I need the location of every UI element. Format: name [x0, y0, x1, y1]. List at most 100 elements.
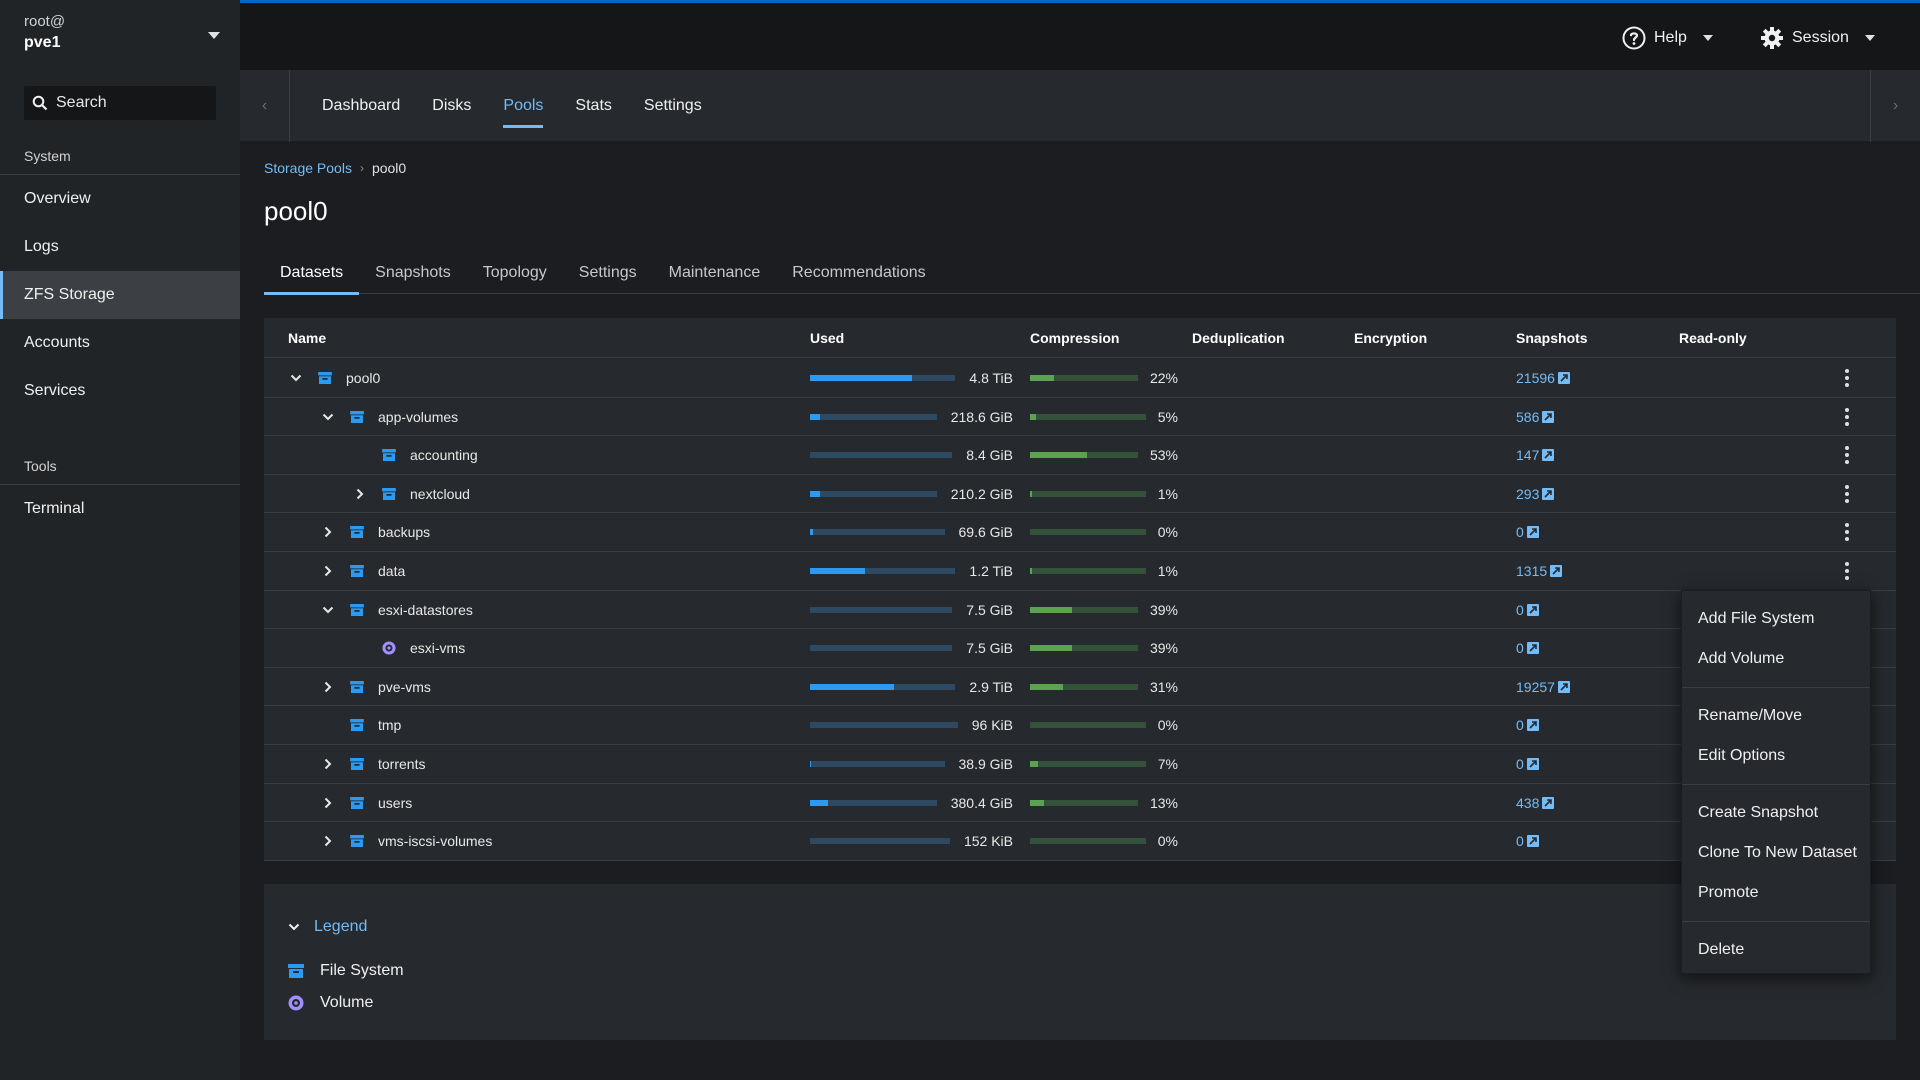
kebab-dot	[1845, 491, 1849, 496]
chevron-right-icon[interactable]	[320, 795, 336, 811]
scroll-right-button[interactable]: ›	[1870, 70, 1920, 142]
legend-toggle[interactable]: Legend	[288, 918, 367, 936]
sidebar-item-overview[interactable]: Overview	[24, 190, 91, 207]
table-row[interactable]: esxi-datastores 7.5 GiB 39% 0	[264, 591, 1896, 630]
table-row[interactable]: vms-iscsi-volumes 152 KiB 0% 0	[264, 822, 1896, 861]
snapshots-link[interactable]: 0	[1516, 602, 1539, 618]
chevron-right-icon[interactable]	[320, 679, 336, 695]
help-menu-button[interactable]: Help	[1622, 23, 1713, 53]
tab-maintenance[interactable]: Maintenance	[668, 264, 761, 281]
kebab-menu-icon[interactable]	[1844, 446, 1850, 465]
menu-item-clone-to-new-dataset[interactable]: Clone To New Dataset	[1698, 844, 1857, 861]
table-row[interactable]: esxi-vms 7.5 GiB 39% 0	[264, 629, 1896, 668]
snapshots-link[interactable]: 0	[1516, 717, 1539, 733]
name-cell: data	[320, 552, 405, 590]
search-input[interactable]: Search	[24, 86, 216, 120]
column-header-deduplication[interactable]: Deduplication	[1192, 330, 1285, 346]
table-row[interactable]: nextcloud 210.2 GiB 1% 293	[264, 475, 1896, 514]
snapshots-link[interactable]: 21596	[1516, 370, 1570, 386]
kebab-menu-icon[interactable]	[1844, 523, 1850, 542]
search-icon	[32, 95, 48, 111]
snapshots-link[interactable]: 0	[1516, 833, 1539, 849]
snapshots-link[interactable]: 0	[1516, 756, 1539, 772]
table-row[interactable]: tmp 96 KiB 0% 0	[264, 706, 1896, 745]
table-row[interactable]: backups 69.6 GiB 0% 0	[264, 513, 1896, 552]
tab-pools[interactable]: Pools	[487, 70, 559, 142]
tab-datasets[interactable]: Datasets	[264, 256, 360, 295]
chevron-down-icon[interactable]	[320, 602, 336, 618]
kebab-menu-icon[interactable]	[1844, 369, 1850, 387]
tab-dashboard[interactable]: Dashboard	[322, 97, 401, 114]
sidebar-item-zfs-storage[interactable]: ZFS Storage	[0, 271, 240, 319]
tab-settings[interactable]: Settings	[643, 97, 702, 114]
menu-item-edit-options[interactable]: Edit Options	[1698, 747, 1786, 764]
tab-topology[interactable]: Topology	[482, 264, 547, 281]
name-cell: users	[320, 784, 412, 822]
tab-pool-settings[interactable]: Settings	[578, 264, 637, 281]
menu-item-add-volume[interactable]: Add Volume	[1698, 650, 1785, 667]
chevron-right-icon[interactable]	[320, 756, 336, 772]
chevron-right-icon[interactable]	[320, 524, 336, 540]
column-header-compression[interactable]: Compression	[1030, 330, 1120, 346]
sidebar-item-logs[interactable]: Logs	[24, 238, 59, 255]
chevron-right-icon[interactable]	[352, 486, 368, 502]
menu-item-rename-move[interactable]: Rename/Move	[1698, 707, 1803, 724]
menu-item-create-snapshot[interactable]: Create Snapshot	[1698, 804, 1819, 821]
menu-item-promote[interactable]: Promote	[1698, 884, 1759, 901]
table-row[interactable]: app-volumes 218.6 GiB 5% 586	[264, 398, 1896, 437]
snapshots-link[interactable]: 147	[1516, 447, 1555, 463]
compression-value: 5%	[1157, 408, 1178, 425]
chevron-down-icon[interactable]	[320, 409, 336, 425]
tab-recommendations[interactable]: Recommendations	[792, 264, 926, 281]
snapshots-link[interactable]: 19257	[1516, 679, 1570, 695]
name-cell: vms-iscsi-volumes	[320, 822, 492, 860]
tab-snapshots[interactable]: Snapshots	[375, 264, 451, 281]
compression-bar	[1030, 375, 1138, 381]
external-link-icon	[1526, 526, 1539, 539]
snapshots-link[interactable]: 0	[1516, 524, 1539, 540]
table-row[interactable]: pve-vms 2.9 TiB 31% 19257	[264, 668, 1896, 707]
tab-disks[interactable]: Disks	[432, 97, 472, 114]
table-row[interactable]: users 380.4 GiB 13% 438	[264, 784, 1896, 823]
menu-item-delete[interactable]: Delete	[1698, 941, 1745, 958]
chevron-down-icon[interactable]	[288, 370, 304, 386]
column-header-name[interactable]: Name	[288, 330, 327, 346]
table-row[interactable]: torrents 38.9 GiB 7% 0	[264, 745, 1896, 784]
compression-bar	[1030, 568, 1146, 574]
chevron-right-icon[interactable]	[320, 833, 336, 849]
used-bar	[810, 568, 956, 574]
snapshots-link[interactable]: 0	[1516, 640, 1539, 656]
menu-item-add-file-system[interactable]: Add File System	[1698, 610, 1815, 627]
breadcrumb-link-storage-pools[interactable]: Storage Pools	[264, 160, 352, 176]
table-row[interactable]: accounting 8.4 GiB 53% 147	[264, 436, 1896, 475]
used-bar-fill	[810, 568, 866, 574]
kebab-dot	[1845, 376, 1849, 380]
volume-icon	[382, 641, 396, 655]
compression-bar-fill	[1030, 761, 1039, 767]
table-row[interactable]: pool0 4.8 TiB 22% 21596	[264, 359, 1896, 398]
name-cell: pve-vms	[320, 668, 431, 706]
chevron-right-icon[interactable]	[320, 563, 336, 579]
compression-cell: 0%	[1030, 706, 1178, 744]
snapshots-link[interactable]: 293	[1516, 486, 1555, 502]
sidebar-item-accounts[interactable]: Accounts	[24, 334, 90, 351]
user-name: root@	[24, 13, 66, 30]
kebab-menu-icon[interactable]	[1844, 562, 1850, 580]
column-header-snapshots[interactable]: Snapshots	[1516, 330, 1588, 346]
user-menu[interactable]: root@ pve1	[24, 12, 224, 60]
scroll-left-button[interactable]: ‹	[240, 70, 290, 142]
column-header-used[interactable]: Used	[810, 330, 845, 346]
tab-stats[interactable]: Stats	[575, 97, 612, 114]
snapshots-link[interactable]: 438	[1516, 795, 1555, 811]
kebab-menu-icon[interactable]	[1844, 407, 1850, 426]
sidebar-item-terminal[interactable]: Terminal	[24, 500, 85, 517]
table-row[interactable]: data 1.2 TiB 1% 1315	[264, 552, 1896, 591]
snapshots-link[interactable]: 586	[1516, 409, 1555, 425]
kebab-menu-icon[interactable]	[1844, 484, 1850, 503]
column-header-read-only[interactable]: Read-only	[1679, 330, 1747, 346]
snapshots-link[interactable]: 1315	[1516, 563, 1563, 579]
sidebar-item-services[interactable]: Services	[24, 382, 86, 399]
help-icon	[1622, 26, 1646, 50]
session-menu-button[interactable]: Session	[1760, 23, 1875, 53]
column-header-encryption[interactable]: Encryption	[1354, 330, 1428, 346]
